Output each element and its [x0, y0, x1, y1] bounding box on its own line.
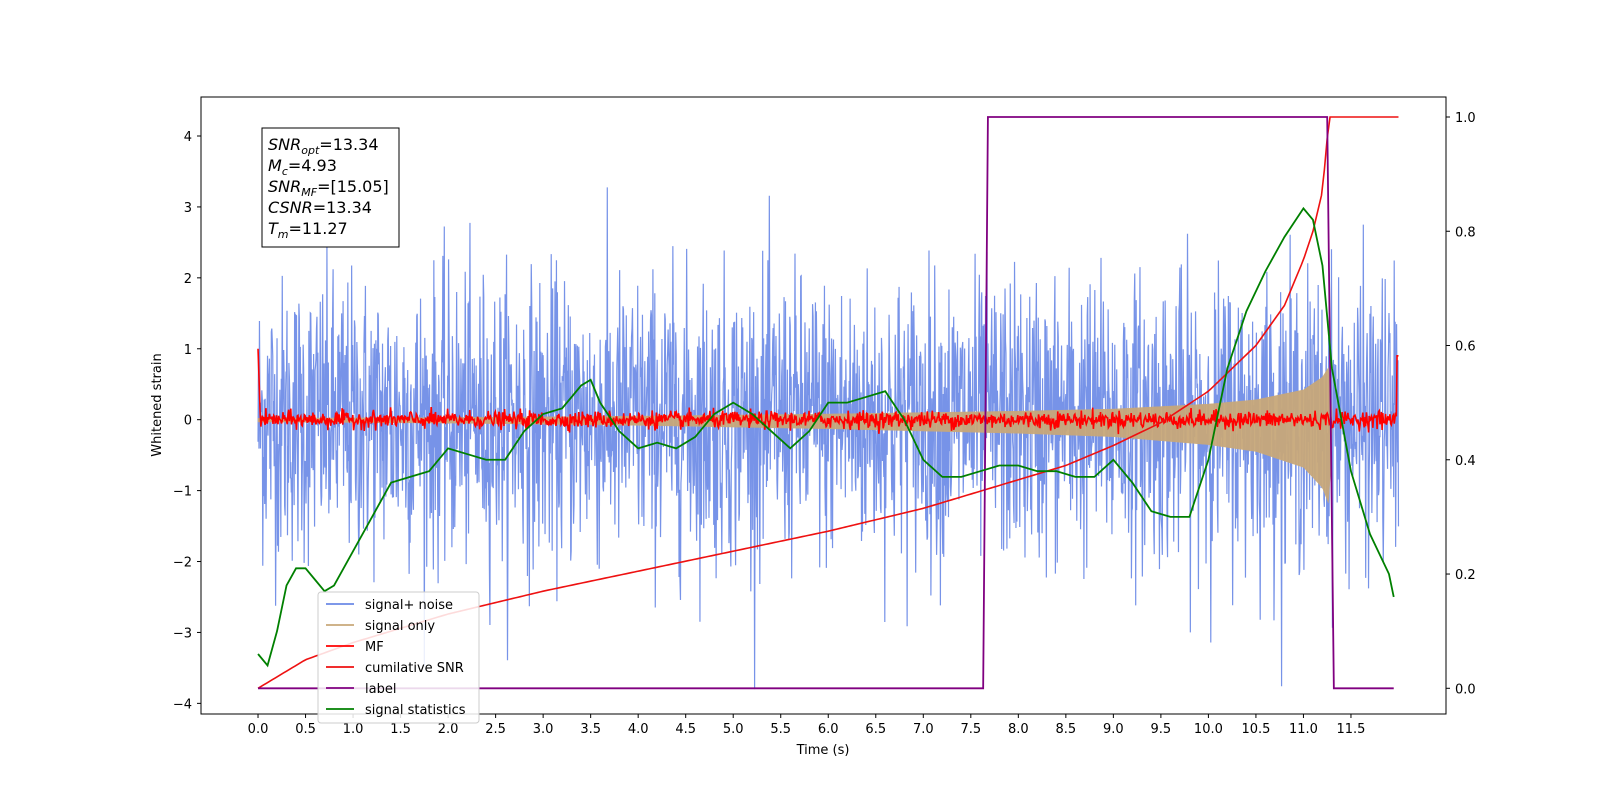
legend-label: MF — [365, 640, 384, 655]
snr-stat-line: SNRopt=13.34 — [268, 135, 379, 157]
x-tick-label: 9.5 — [1151, 722, 1172, 737]
x-axis: 0.0 0.5 1.0 1.5 2.0 2.5 3.0 3.5 4.0 4.5 5.0 5.5 6.0 6… — [248, 714, 1365, 737]
x-tick-label: 1.5 — [390, 722, 411, 737]
y-tick-label: 1 — [184, 343, 192, 358]
x-tick-label: 9.0 — [1103, 722, 1124, 737]
y2-tick-label: 0.6 — [1455, 340, 1476, 355]
x-tick-label: 6.5 — [865, 722, 886, 737]
x-tick-label: 3.5 — [580, 722, 601, 737]
x-axis-label: Time (s) — [796, 743, 850, 758]
x-tick-label: 7.0 — [913, 722, 934, 737]
y-tick-label: −4 — [173, 697, 192, 712]
snr-stat-line: SNRMF=[15.05] — [268, 177, 389, 199]
y-tick-label: 2 — [184, 272, 192, 287]
x-tick-label: 10.0 — [1194, 722, 1223, 737]
snr-stat-line: Tm=11.27 — [268, 219, 348, 241]
snr-stat-line: CSNR=13.34 — [268, 198, 372, 217]
legend-label: label — [365, 682, 396, 697]
x-tick-label: 11.0 — [1289, 722, 1318, 737]
x-tick-label: 6.0 — [818, 722, 839, 737]
y-axis-right: 0.0 0.2 0.4 0.6 0.8 1.0 — [1446, 111, 1476, 697]
x-tick-label: 2.0 — [438, 722, 459, 737]
y2-tick-label: 1.0 — [1455, 111, 1476, 126]
x-tick-label: 0.0 — [248, 722, 269, 737]
snr-stats-box: SNRopt=13.34Mc=4.93SNRMF=[15.05]CSNR=13.… — [261, 127, 400, 248]
x-tick-label: 5.0 — [723, 722, 744, 737]
legend-label: signal+ noise — [365, 598, 453, 613]
snr-stats-frame — [261, 127, 400, 248]
x-tick-label: 8.0 — [1008, 722, 1029, 737]
snr-stat-line: Mc=4.93 — [268, 156, 337, 178]
series-signal-plus-noise — [257, 187, 1400, 690]
x-tick-label: 0.5 — [295, 722, 316, 737]
y2-tick-label: 0.4 — [1455, 454, 1476, 469]
x-tick-label: 4.0 — [628, 722, 649, 737]
legend-frame — [317, 591, 480, 724]
legend-label: cumilative SNR — [365, 661, 464, 676]
legend-label: signal only — [365, 619, 435, 634]
y-tick-label: −1 — [173, 485, 192, 500]
y-axis-label: Whitened strain — [150, 353, 165, 456]
y-tick-label: 0 — [184, 414, 192, 429]
x-tick-label: 8.5 — [1056, 722, 1077, 737]
y-tick-label: 4 — [184, 130, 192, 145]
x-tick-label: 2.5 — [485, 722, 506, 737]
y2-tick-label: 0.0 — [1455, 682, 1476, 697]
plot-frame — [200, 96, 1447, 715]
y-tick-label: −2 — [173, 556, 192, 571]
x-tick-label: 11.5 — [1336, 722, 1365, 737]
series-mf — [257, 348, 1399, 435]
series-label — [258, 116, 1394, 690]
x-tick-label: 3.0 — [533, 722, 554, 737]
series-signal-statistics — [257, 206, 1395, 668]
x-tick-label: 5.5 — [770, 722, 791, 737]
x-tick-label: 1.0 — [343, 722, 364, 737]
y-tick-label: 3 — [184, 201, 192, 216]
x-tick-label: 7.5 — [960, 722, 981, 737]
y-tick-label: −3 — [173, 626, 192, 641]
y2-tick-label: 0.2 — [1455, 568, 1476, 583]
y-axis-left: −4 −3 −2 −1 0 1 2 3 4 — [173, 130, 201, 712]
x-tick-label: 10.5 — [1241, 722, 1270, 737]
y2-tick-label: 0.8 — [1455, 225, 1476, 240]
legend-label: signal statistics — [365, 703, 466, 718]
legend: signal+ noise signal only MF cumilative SNR… — [317, 591, 480, 724]
x-tick-label: 4.5 — [675, 722, 696, 737]
